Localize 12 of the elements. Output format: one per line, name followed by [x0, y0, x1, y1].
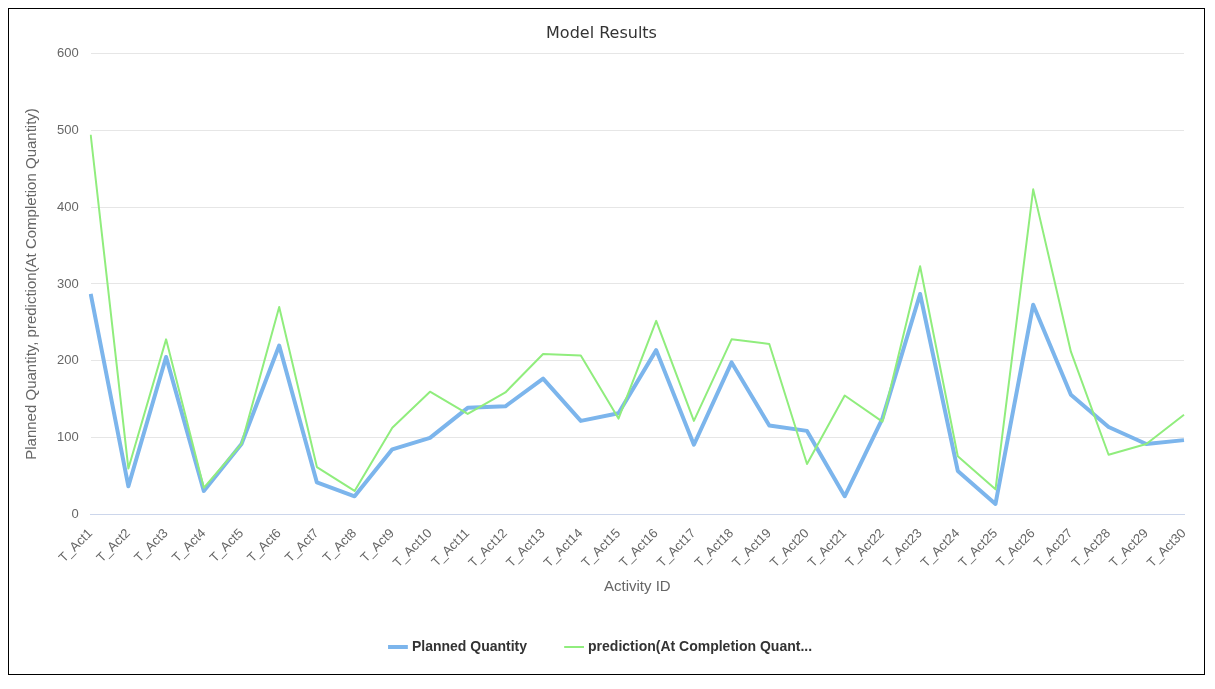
y-tick-label: 100 [56, 429, 79, 445]
legend-label: Planned Quantity [411, 637, 528, 654]
chart-title: Model Results [546, 22, 657, 42]
y-tick-label: 200 [56, 352, 79, 368]
y-tick-label: 400 [56, 198, 79, 214]
y-tick-label: 300 [56, 275, 79, 291]
y-tick-label: 0 [71, 506, 79, 522]
y-tick-label: 500 [56, 121, 79, 137]
legend-label: prediction(At Completion Quant... [588, 637, 813, 654]
y-axis-title: Planned Quantity, prediction(At Completion Quantity) [22, 108, 40, 460]
x-axis-title: Activity ID [604, 577, 671, 595]
y-tick-label: 600 [56, 44, 79, 60]
